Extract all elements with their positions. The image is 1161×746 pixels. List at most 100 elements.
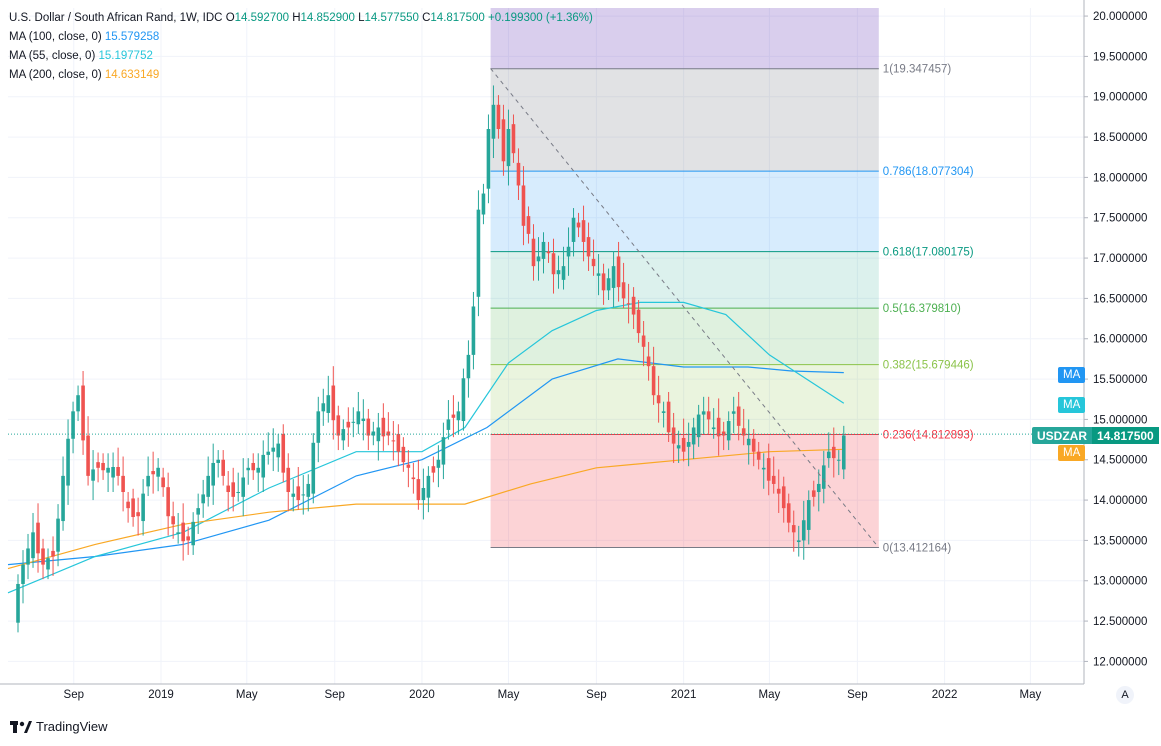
candle-body (341, 429, 346, 441)
ma55-axis-badge: MA (1058, 397, 1086, 413)
time-tick-label: May (498, 689, 520, 701)
candle-body (311, 442, 316, 494)
time-tick-label: May (236, 689, 258, 701)
candle-body (726, 421, 731, 441)
candle-body (141, 493, 145, 522)
candle-body (56, 518, 60, 552)
price-tick-label: 19.500000 (1093, 51, 1147, 63)
candle-body (41, 548, 45, 565)
candle-body (216, 459, 220, 463)
candle-body (351, 421, 356, 423)
ma200-legend[interactable]: MA (200, close, 0) 14.633149 (9, 69, 160, 81)
fib-zone (490, 364, 879, 435)
candle-body (781, 486, 786, 509)
candle-body (426, 475, 431, 498)
candle-body (686, 441, 691, 447)
candle-body (226, 485, 231, 493)
candle-body (756, 451, 761, 460)
symbol-label: USDZAR (1037, 428, 1087, 443)
candle-body (731, 411, 736, 414)
time-tick-label: 2022 (932, 689, 958, 701)
candle-body (366, 418, 371, 436)
fib-zone (490, 68, 879, 172)
symbol-ohlc-row: U.S. Dollar / South African Rand, 1W, ID… (9, 12, 593, 24)
fib-level-label: 0.786(18.077304) (883, 166, 974, 178)
candle-body (101, 462, 105, 471)
candle-body (281, 433, 286, 473)
candle-body (371, 431, 376, 436)
candle-body (601, 273, 606, 291)
price-tick-label: 14.000000 (1093, 495, 1147, 507)
candle-body (201, 494, 205, 504)
candle-body (541, 241, 546, 259)
candle-body (76, 395, 80, 412)
candle-body (766, 458, 771, 481)
price-tick-label: 19.000000 (1093, 92, 1147, 104)
fib-level-label: 0.618(17.080175) (883, 247, 974, 259)
fib-extension-zone (490, 8, 879, 69)
candle-body (451, 414, 456, 418)
candle-body (606, 278, 611, 291)
moving-average-line (7, 301, 845, 594)
open-value: 14.592700 (234, 12, 290, 24)
candle-body (786, 503, 791, 523)
price-tick-label: 16.500000 (1093, 293, 1147, 305)
candle-body (556, 270, 561, 275)
candle-body (191, 521, 195, 546)
candle-body (401, 446, 406, 463)
candle-body (681, 437, 686, 452)
candle-body (476, 209, 481, 297)
candle-body (61, 475, 65, 522)
candle-body (266, 451, 271, 455)
price-tick-label: 15.000000 (1093, 414, 1147, 426)
tradingview-logo-icon (10, 720, 32, 733)
candle-body (291, 493, 296, 497)
candle-body (586, 237, 591, 257)
candle-body (661, 411, 666, 413)
candle-body (321, 403, 326, 412)
time-tick-label: May (1020, 689, 1042, 701)
candle-body (561, 266, 566, 280)
candle-body (701, 411, 706, 415)
candle-body (506, 129, 511, 167)
candle-body (811, 490, 816, 497)
last-price-badge: USDZAR 14.817500 (1032, 427, 1159, 444)
candle-body (796, 540, 801, 543)
candle-body (71, 411, 75, 439)
candle-body (531, 238, 536, 267)
price-tick-label: 15.500000 (1093, 374, 1147, 386)
candle-body (66, 438, 70, 486)
candle-body (181, 522, 185, 542)
auto-scale-button[interactable]: A (1116, 686, 1134, 704)
candle-body (666, 401, 671, 433)
ma55-legend[interactable]: MA (55, close, 0) 15.197752 (9, 50, 153, 62)
candle-body (461, 378, 466, 422)
candle-body (256, 467, 261, 473)
candle-body (471, 306, 476, 355)
ma100-legend[interactable]: MA (100, close, 0) 15.579258 (9, 31, 160, 43)
candle-body (16, 583, 20, 623)
candle-body (86, 435, 90, 476)
tradingview-logo[interactable]: TradingView (10, 719, 108, 734)
candle-body (91, 469, 95, 481)
candle-body (836, 459, 841, 461)
candle-body (721, 431, 726, 436)
fib-zone (490, 308, 879, 365)
grid-lines (8, 8, 1084, 684)
candle-body (676, 445, 681, 449)
candle-body (441, 437, 446, 465)
fib-level-label: 1(19.347457) (883, 64, 952, 76)
candle-body (116, 467, 120, 476)
candle-body (31, 532, 35, 559)
candle-body (771, 475, 776, 484)
candle-body (356, 411, 361, 425)
price-tick-label: 12.000000 (1093, 656, 1147, 668)
candle-body (651, 366, 656, 396)
symbol-title: U.S. Dollar / South African Rand, 1W, ID… (9, 12, 223, 24)
price-tick-label: 20.000000 (1093, 11, 1147, 23)
candle-body (671, 427, 676, 444)
price-tick-label: 17.000000 (1093, 253, 1147, 265)
candle-body (596, 273, 601, 276)
candle-body (261, 454, 266, 478)
